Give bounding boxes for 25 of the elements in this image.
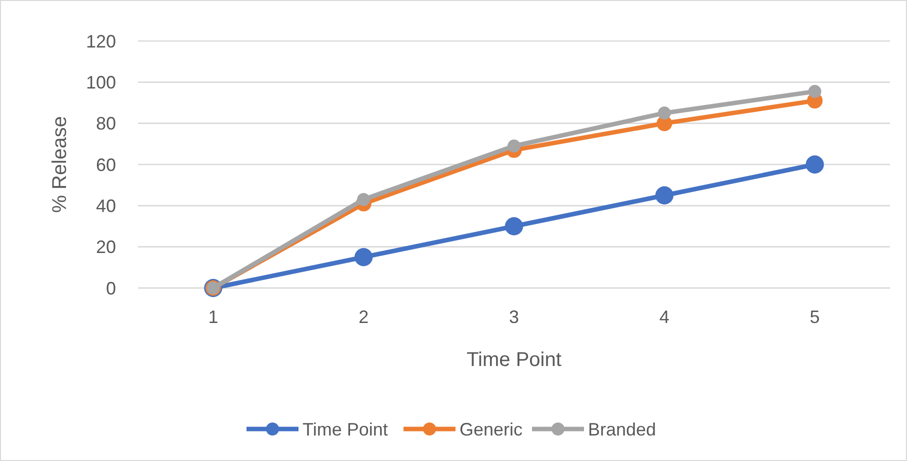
- y-tick-label: 120: [86, 31, 116, 52]
- point: [504, 217, 524, 236]
- legend-label: Generic: [460, 419, 523, 440]
- y-tick-label: 100: [86, 72, 116, 92]
- point: [357, 192, 370, 206]
- y-tick-label: 60: [96, 154, 116, 175]
- x-tick-label: 3: [508, 307, 520, 327]
- x-tick-label: 1: [208, 307, 218, 327]
- y-axis-title: % Release: [49, 116, 71, 213]
- legend-label: Time Point: [302, 419, 388, 440]
- y-tick-label: 40: [96, 196, 116, 216]
- x-tick-label: 5: [810, 307, 820, 327]
- point: [354, 248, 373, 266]
- x-tick-label: 4: [659, 307, 670, 327]
- point: [808, 84, 822, 98]
- point: [658, 106, 671, 120]
- point: [655, 186, 674, 204]
- x-axis-title: Time Point: [466, 349, 562, 371]
- point: [508, 139, 520, 152]
- y-tick-label: 20: [96, 237, 116, 258]
- y-tick-label: 80: [96, 114, 116, 134]
- x-tick-label: 2: [358, 307, 369, 327]
- point: [806, 155, 824, 174]
- legend-label: Branded: [588, 419, 656, 440]
- y-tick-label: 0: [106, 278, 116, 298]
